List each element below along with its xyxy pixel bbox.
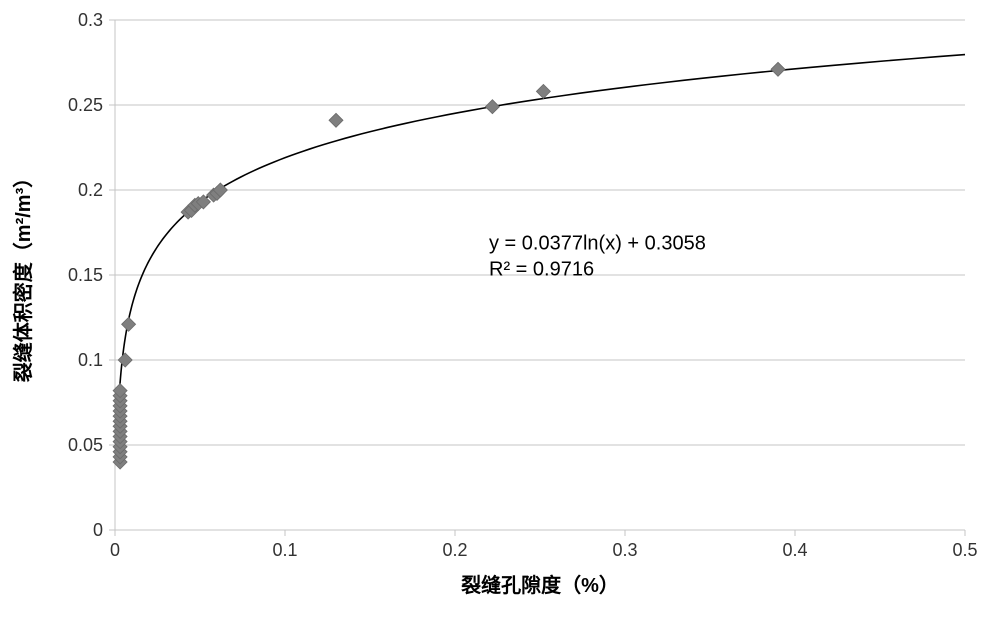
y-tick-label: 0.1 (78, 350, 103, 370)
x-tick-label: 0.3 (612, 540, 637, 560)
chart-bg (0, 0, 1000, 621)
y-tick-label: 0.25 (68, 95, 103, 115)
y-tick-label: 0.3 (78, 10, 103, 30)
x-axis-label: 裂缝孔隙度（%） (461, 573, 619, 597)
x-tick-label: 0 (110, 540, 120, 560)
x-tick-label: 0.2 (442, 540, 467, 560)
y-axis-label: 裂缝体积密度（m²/m³） (11, 168, 35, 382)
chart-svg: 0 0.1 0.2 0.3 0.4 0.5 0 0.05 0.1 0.15 0.2 0.25 0.3 y … (0, 0, 1000, 621)
y-tick-label: 0.05 (68, 435, 103, 455)
y-tick-label: 0.15 (68, 265, 103, 285)
fit-r2: R² = 0.9716 (489, 259, 594, 281)
y-tick-label: 0.2 (78, 180, 103, 200)
x-tick-label: 0.5 (952, 540, 977, 560)
fit-equation: y = 0.0377ln(x) + 0.3058 (489, 233, 706, 255)
y-tick-label: 0 (93, 520, 103, 540)
x-tick-label: 0.1 (272, 540, 297, 560)
x-tick-label: 0.4 (782, 540, 807, 560)
scatter-chart: 0 0.1 0.2 0.3 0.4 0.5 0 0.05 0.1 0.15 0.2 0.25 0.3 y … (0, 0, 1000, 621)
